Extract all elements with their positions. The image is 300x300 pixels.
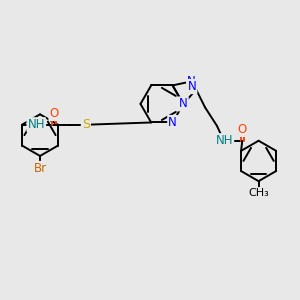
Text: N: N [188,80,196,93]
Text: O: O [238,123,247,136]
Text: NH: NH [216,134,233,147]
Text: NH: NH [28,118,45,131]
Text: CH₃: CH₃ [248,188,269,198]
Text: N: N [168,116,177,129]
Text: Br: Br [34,162,46,175]
Text: N: N [179,98,188,110]
Text: S: S [82,118,90,131]
Text: N: N [187,75,196,88]
Text: O: O [50,107,59,120]
